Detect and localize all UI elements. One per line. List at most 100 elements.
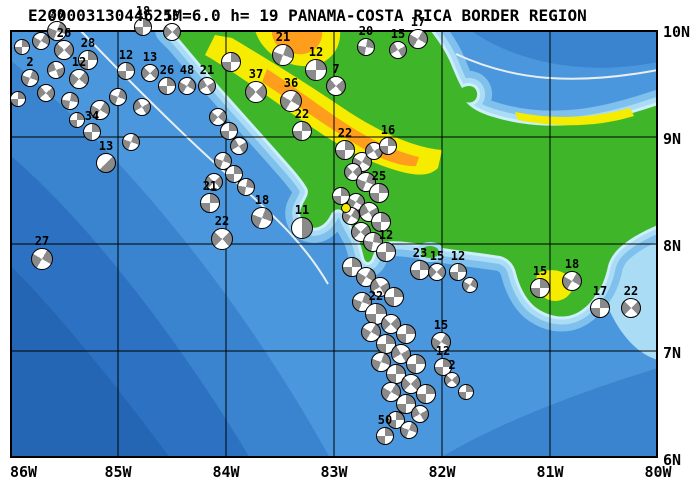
y-axis-tick-label: 9N <box>663 130 682 148</box>
focal-mechanism-symbol <box>371 212 391 232</box>
depth-label: 11 <box>294 203 310 217</box>
depth-label: 16 <box>380 123 396 137</box>
focal-mechanism-symbol <box>158 77 176 95</box>
focal-mechanism-symbol <box>78 50 98 70</box>
focal-mechanism-symbol <box>245 81 267 103</box>
focal-mechanism-symbol <box>69 69 89 89</box>
depth-label: 27 <box>34 234 50 248</box>
main-event-epicenter-marker <box>341 203 351 213</box>
focal-mechanism-symbol <box>32 32 50 50</box>
focal-mechanism-symbol <box>396 324 416 344</box>
depth-label: 12 <box>435 344 451 358</box>
depth-label: 37 <box>248 67 264 81</box>
focal-mechanism-symbol <box>133 98 151 116</box>
depth-label: 26 <box>56 26 72 40</box>
chiriqui-gulf-island <box>432 237 438 243</box>
focal-mechanism-symbol <box>225 165 243 183</box>
focal-mechanism-symbol <box>379 137 397 155</box>
focal-mechanism-symbol <box>434 358 452 376</box>
depth-label: 22 <box>623 284 639 298</box>
focal-mechanism-symbol <box>69 112 85 128</box>
focal-mechanism-symbol <box>141 64 159 82</box>
focal-mechanism-symbol <box>220 122 238 140</box>
focal-mechanism-symbol <box>205 173 223 191</box>
focal-mechanism-symbol <box>200 193 220 213</box>
depth-label: 15 <box>532 264 548 278</box>
focal-mechanism-symbol <box>61 92 79 110</box>
focal-mechanism-symbol <box>292 121 312 141</box>
depth-label: 13 <box>142 50 158 64</box>
focal-mechanism-symbol <box>117 62 135 80</box>
north-panama-deformed-belt-line <box>455 53 658 80</box>
focal-mechanism-symbol <box>109 88 127 106</box>
focal-mechanism-symbol <box>280 90 302 112</box>
focal-mechanism-symbol <box>291 217 313 239</box>
focal-mechanism-symbol <box>178 77 196 95</box>
focal-mechanism-symbol <box>381 382 401 402</box>
depth-label: 20 <box>358 24 374 38</box>
depth-label: 15 <box>433 318 449 332</box>
focal-mechanism-symbol <box>621 298 641 318</box>
focal-mechanism-symbol <box>411 405 429 423</box>
depth-label: 12 <box>308 45 324 59</box>
focal-mechanism-symbol <box>96 153 116 173</box>
depth-label: 15 <box>390 27 406 41</box>
x-axis-tick-label: 83W <box>320 463 348 481</box>
focal-mechanism-symbol <box>163 23 181 41</box>
focal-mechanism-symbol <box>449 263 467 281</box>
depth-label: 12 <box>118 48 134 62</box>
depth-label: 50 <box>377 413 393 427</box>
focal-mechanism-symbol <box>530 278 550 298</box>
focal-mechanism-symbol <box>590 298 610 318</box>
x-axis-tick-label: 80W <box>644 463 672 481</box>
focal-mechanism-symbol <box>376 427 394 445</box>
page-title: E20000313044625M=6.0 h= 19 PANAMA-COSTA … <box>28 6 587 25</box>
depth-label: 22 <box>368 289 384 303</box>
focal-mechanism-symbol <box>428 263 446 281</box>
focal-mechanism-symbol <box>54 40 74 60</box>
focal-mechanism-symbol <box>14 39 30 55</box>
focal-mechanism-symbol <box>410 260 430 280</box>
y-axis-tick-label: 8N <box>663 237 682 255</box>
depth-label: 28 <box>80 36 96 50</box>
depth-label: 13 <box>98 139 114 153</box>
depth-label: 18 <box>135 4 151 18</box>
focal-mechanism-symbol <box>272 44 294 66</box>
focal-mechanism-symbol <box>251 207 273 229</box>
x-axis-tick-label: 85W <box>104 463 132 481</box>
depth-label: 23 <box>412 246 428 260</box>
depth-label: 21 <box>199 63 215 77</box>
focal-mechanism-symbol <box>21 69 39 87</box>
depth-label: 15 <box>164 9 180 23</box>
elevation-mid-east-panama <box>515 108 634 126</box>
focal-mechanism-symbol <box>211 228 233 250</box>
focal-mechanism-symbol <box>10 91 26 107</box>
focal-mechanism-symbol <box>47 61 65 79</box>
depth-label: 2 <box>448 358 456 372</box>
depth-label: 22 <box>294 107 310 121</box>
caribbean-deep-band <box>470 30 658 68</box>
focal-mechanism-symbol <box>408 29 428 49</box>
depth-label: 12 <box>378 228 394 242</box>
focal-mechanism-symbol <box>335 140 355 160</box>
focal-mechanism-symbol <box>326 76 346 96</box>
focal-mechanism-symbol <box>458 384 474 400</box>
x-axis-tick-label: 81W <box>536 463 564 481</box>
y-axis-tick-label: 6N <box>663 451 682 469</box>
depth-label: 18 <box>254 193 270 207</box>
focal-mechanism-symbol <box>237 178 255 196</box>
focal-mechanism-symbol <box>305 59 327 81</box>
focal-mechanism-symbol <box>230 137 248 155</box>
focal-mechanism-symbol <box>462 277 478 293</box>
depth-label: 30 <box>49 7 65 21</box>
x-axis-tick-label: 84W <box>212 463 240 481</box>
focal-mechanism-symbol <box>406 354 426 374</box>
focal-mechanism-symbol <box>37 84 55 102</box>
grid-lines <box>10 30 658 458</box>
focal-mechanism-symbol <box>90 100 110 120</box>
elevation-high-talamanca <box>262 69 419 167</box>
depth-label: 15 <box>429 249 445 263</box>
focal-mechanism-symbol <box>431 332 451 352</box>
